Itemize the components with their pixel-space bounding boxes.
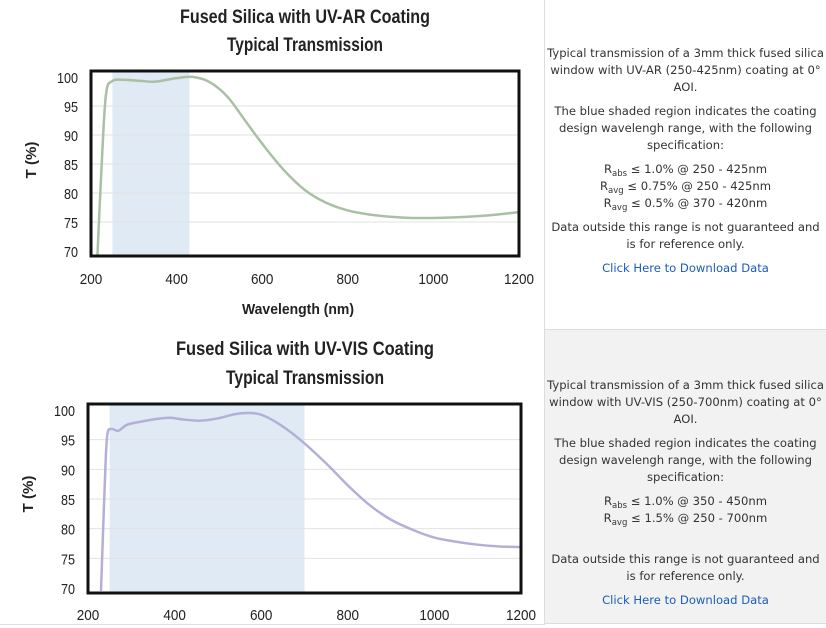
y-tick-label: 100	[54, 403, 75, 420]
spec-line: Ravg ≤ 0.75% @ 250 - 425nm	[547, 178, 824, 195]
plot-frame	[86, 402, 523, 595]
spec-symbol: R	[603, 494, 613, 508]
shade-note: The blue shaded region indicates the coa…	[554, 104, 817, 152]
y-tick-label: 95	[64, 99, 78, 116]
x-tick-label: 1200	[504, 271, 534, 288]
y-axis-label: T (%)	[20, 476, 37, 513]
spec-list: Rabs ≤ 1.0% @ 250 - 425nm Ravg ≤ 0.75% @ …	[547, 161, 824, 212]
disclaimer-text: Data outside this range is not guarantee…	[551, 552, 820, 583]
chart-title: Fused Silica with UV-VIS Coating	[176, 339, 434, 360]
spec-line: Ravg ≤ 1.5% @ 250 - 700nm	[547, 510, 824, 527]
spec-value: ≤ 0.5% @ 370 - 420nm	[627, 196, 768, 210]
download-data-link[interactable]: Click Here to Download Data	[602, 261, 769, 275]
shade-note: The blue shaded region indicates the coa…	[554, 436, 817, 484]
spec-line: Rabs ≤ 1.0% @ 350 - 450nm	[547, 493, 824, 510]
spec-subscript: abs	[612, 169, 628, 179]
chart-subtitle: Typical Transmission	[227, 35, 383, 56]
spec-symbol: R	[603, 196, 612, 210]
spec-subscript: abs	[612, 501, 628, 511]
uv-vis-transmission-chart: Fused Silica with UV-VIS Coating Typical…	[20, 339, 536, 624]
uv-ar-section: Fused Silica with UV-AR Coating Typical …	[0, 0, 826, 331]
y-tick-label: 85	[64, 157, 78, 174]
y-tick-label: 75	[64, 215, 78, 232]
disclaimer-text: Data outside this range is not guarantee…	[551, 220, 820, 251]
x-tick-label: 400	[163, 607, 186, 624]
spec-symbol: R	[603, 162, 613, 176]
y-tick-label: 90	[64, 128, 78, 145]
spec-value: ≤ 0.75% @ 250 - 425nm	[623, 179, 772, 193]
chart-title: Fused Silica with UV-AR Coating	[180, 7, 430, 28]
spec-subscript: avg	[611, 518, 628, 528]
x-tick-label: 1200	[506, 607, 536, 624]
intro-text: Typical transmission of a 3mm thick fuse…	[547, 46, 824, 94]
y-tick-label: 70	[64, 244, 78, 261]
spec-symbol: R	[603, 511, 612, 525]
y-tick-label: 100	[57, 70, 78, 87]
y-tick-label: 95	[61, 433, 75, 450]
y-axis-label: T (%)	[23, 142, 40, 179]
spec-list: Rabs ≤ 1.0% @ 350 - 450nm Ravg ≤ 1.5% @ 2…	[547, 493, 824, 527]
x-tick-label: 400	[165, 271, 188, 288]
transmission-curve	[99, 411, 522, 592]
spec-symbol: R	[599, 179, 609, 193]
x-tick-label: 800	[337, 271, 360, 288]
uv-ar-transmission-chart: Fused Silica with UV-AR Coating Typical …	[23, 7, 534, 318]
x-tick-label: 200	[77, 607, 100, 624]
x-tick-label: 600	[250, 607, 273, 624]
uv-vis-chart-cell: Fused Silica with UV-VIS Coating Typical…	[0, 330, 545, 625]
uv-ar-chart-cell: Fused Silica with UV-AR Coating Typical …	[0, 0, 545, 331]
x-tick-label: 200	[80, 271, 103, 288]
transmission-curve	[96, 75, 520, 257]
x-tick-label: 600	[251, 271, 274, 288]
x-axis-label: Wavelength (nm)	[242, 301, 354, 318]
uv-vis-description: Typical transmission of a 3mm thick fuse…	[545, 330, 826, 624]
x-tick-label: 1000	[418, 271, 448, 288]
spec-value: ≤ 1.0% @ 250 - 425nm	[627, 162, 768, 176]
x-tick-label: 800	[337, 607, 360, 624]
spec-subscript: avg	[611, 203, 628, 213]
chart-subtitle: Typical Transmission	[226, 368, 384, 389]
spec-value: ≤ 1.0% @ 350 - 450nm	[627, 494, 768, 508]
x-tick-label: 1000	[419, 607, 449, 624]
spec-line: Ravg ≤ 0.5% @ 370 - 420nm	[547, 195, 824, 212]
y-tick-label: 80	[64, 186, 78, 203]
y-tick-label: 85	[61, 492, 75, 509]
uv-vis-section: Fused Silica with UV-VIS Coating Typical…	[0, 330, 826, 625]
intro-text: Typical transmission of a 3mm thick fuse…	[547, 378, 824, 426]
uv-ar-description: Typical transmission of a 3mm thick fuse…	[545, 0, 826, 330]
plot-frame	[89, 69, 521, 258]
y-tick-label: 90	[61, 462, 75, 479]
y-tick-label: 75	[61, 551, 75, 568]
y-tick-label: 70	[61, 581, 75, 598]
y-tick-label: 80	[61, 522, 75, 539]
spec-value: ≤ 1.5% @ 250 - 700nm	[627, 511, 768, 525]
spec-subscript: avg	[608, 186, 624, 196]
spec-line: Rabs ≤ 1.0% @ 250 - 425nm	[547, 161, 824, 178]
download-data-link[interactable]: Click Here to Download Data	[602, 593, 769, 607]
